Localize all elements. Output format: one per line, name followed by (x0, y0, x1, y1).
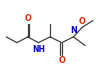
Text: O: O (79, 17, 86, 26)
Text: NH: NH (32, 45, 45, 54)
Text: N: N (70, 26, 77, 35)
Text: O: O (58, 56, 65, 65)
Text: O: O (24, 14, 31, 23)
